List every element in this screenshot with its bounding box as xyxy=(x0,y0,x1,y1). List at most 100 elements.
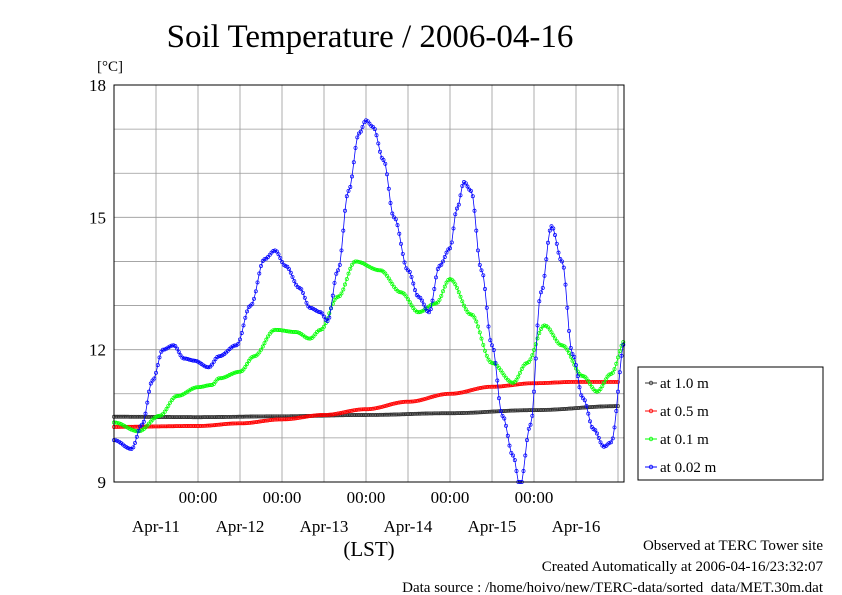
data-point xyxy=(399,290,403,295)
data-point xyxy=(175,346,179,351)
data-point xyxy=(588,381,592,386)
data-point xyxy=(430,298,435,303)
data-point xyxy=(294,416,298,421)
data-point xyxy=(612,425,617,430)
data-point xyxy=(145,400,150,405)
data-point xyxy=(439,293,444,298)
data-point xyxy=(329,306,333,311)
data-point xyxy=(579,393,584,398)
data-point xyxy=(542,323,547,328)
data-point xyxy=(203,364,207,369)
data-point xyxy=(484,353,489,358)
data-point xyxy=(164,407,169,411)
data-point xyxy=(432,301,437,306)
data-point xyxy=(553,336,557,341)
legend-box xyxy=(637,366,824,481)
data-point xyxy=(507,443,512,448)
data-point xyxy=(245,362,249,366)
data-point xyxy=(409,303,414,308)
data-point xyxy=(397,400,402,405)
data-point xyxy=(554,241,559,246)
data-point xyxy=(334,271,339,276)
data-point xyxy=(189,358,193,363)
data-point xyxy=(204,383,209,388)
legend-label: at 0.1 m xyxy=(660,432,709,448)
data-point xyxy=(250,420,255,425)
data-point xyxy=(621,340,626,345)
data-point xyxy=(183,356,188,361)
data-point xyxy=(491,348,496,352)
data-point xyxy=(353,408,358,413)
data-point xyxy=(497,396,501,401)
data-point xyxy=(612,367,617,372)
data-point xyxy=(474,319,479,324)
data-point xyxy=(141,419,146,424)
data-point xyxy=(528,357,533,362)
data-point xyxy=(299,415,304,420)
x-tick-time-label: 00:00 xyxy=(431,488,470,507)
data-point xyxy=(239,331,244,335)
data-point xyxy=(197,385,202,390)
data-point xyxy=(560,259,564,264)
data-point xyxy=(308,414,312,419)
data-point xyxy=(304,335,309,340)
data-point xyxy=(614,409,619,413)
data-point xyxy=(316,309,321,314)
data-point xyxy=(301,415,305,420)
data-point xyxy=(388,201,393,205)
data-point xyxy=(388,402,393,407)
data-point xyxy=(519,367,524,371)
data-point xyxy=(617,370,622,375)
data-point xyxy=(386,276,391,281)
data-point xyxy=(458,390,463,395)
data-point xyxy=(385,273,389,278)
data-point xyxy=(616,379,620,384)
data-point xyxy=(560,343,564,348)
data-point xyxy=(521,469,526,473)
data-point xyxy=(477,386,482,391)
data-point xyxy=(327,315,332,320)
data-point xyxy=(260,419,265,424)
data-point xyxy=(526,360,531,364)
data-point xyxy=(553,233,557,237)
data-point xyxy=(250,354,255,359)
data-point xyxy=(134,434,139,439)
data-point xyxy=(231,371,235,376)
data-point xyxy=(329,412,333,417)
data-point xyxy=(616,355,620,360)
data-point xyxy=(257,350,262,355)
data-point xyxy=(332,297,337,302)
data-point xyxy=(304,414,309,419)
data-point xyxy=(584,403,589,408)
x-tick-date-label: Apr-16 xyxy=(552,517,601,536)
data-point xyxy=(456,202,461,207)
data-point xyxy=(248,420,253,425)
data-point xyxy=(495,378,500,383)
data-point xyxy=(546,240,550,245)
data-point xyxy=(353,259,358,264)
data-point xyxy=(558,342,563,347)
data-point xyxy=(518,370,522,375)
data-point xyxy=(259,347,263,352)
data-point xyxy=(444,250,449,255)
data-point xyxy=(381,404,386,409)
data-point xyxy=(458,193,463,198)
chart-title: Soil Temperature / 2006-04-16 xyxy=(167,19,574,55)
data-point xyxy=(535,336,540,341)
data-point xyxy=(472,387,477,392)
data-point xyxy=(455,391,459,396)
data-point xyxy=(537,299,542,304)
data-point xyxy=(336,294,340,299)
data-point xyxy=(353,145,358,150)
data-point xyxy=(568,345,573,350)
data-point xyxy=(523,453,528,458)
data-point xyxy=(255,280,260,285)
data-point xyxy=(351,408,356,413)
x-tick-time-label: 00:00 xyxy=(347,488,386,507)
data-point xyxy=(497,365,501,370)
data-point xyxy=(224,374,228,379)
data-point xyxy=(371,406,375,411)
data-point xyxy=(260,344,265,349)
data-point xyxy=(360,124,365,129)
data-point xyxy=(390,402,395,406)
